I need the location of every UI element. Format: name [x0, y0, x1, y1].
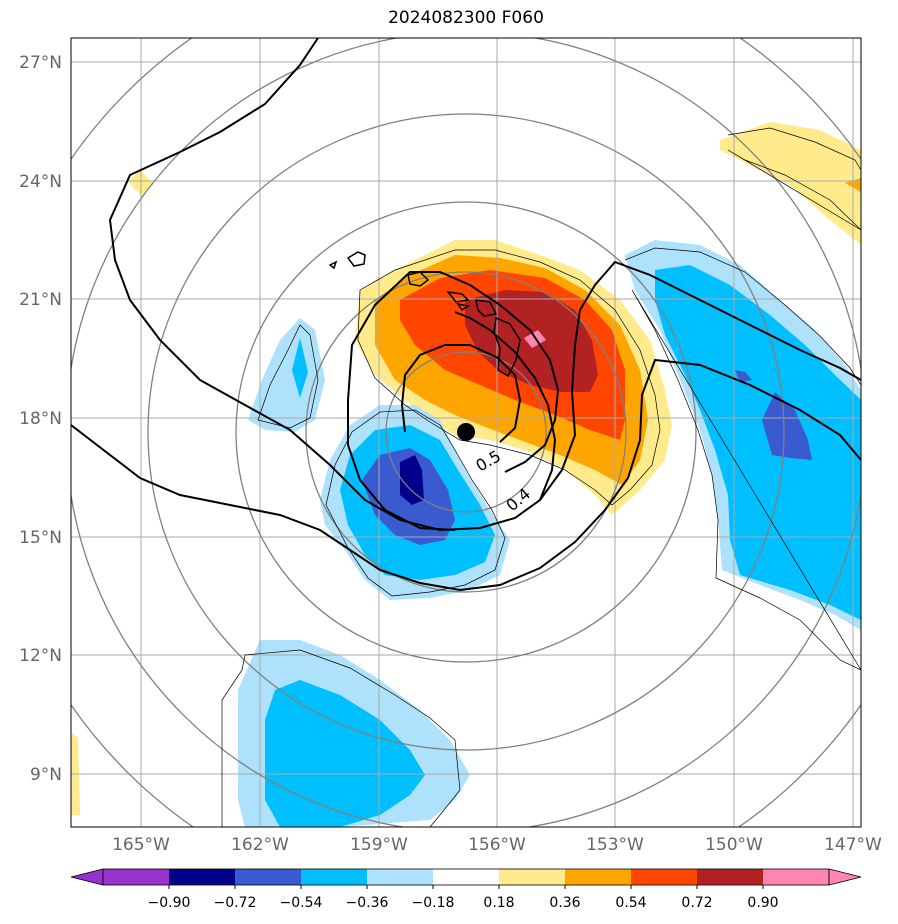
lon-label-153: 153°W — [586, 835, 644, 855]
lat-label-9: 9°N — [30, 765, 62, 785]
lon-label-147: 147°W — [824, 835, 882, 855]
colorbar-cell — [103, 869, 170, 885]
lat-label-18: 18°N — [19, 409, 62, 429]
lat-label-21: 21°N — [19, 290, 62, 310]
colorbar-cell — [301, 869, 368, 885]
negative-shading-sw — [265, 680, 425, 827]
colorbar-extension-low — [70, 868, 104, 886]
colorbar-cell — [631, 869, 698, 885]
colorbar-label: 0.18 — [483, 895, 514, 911]
positive-shading-ne — [720, 122, 861, 245]
colorbar-cell — [499, 869, 566, 885]
colorbar-cell — [235, 869, 302, 885]
colorbar-label: −0.72 — [214, 895, 257, 911]
colorbar-label: 0.54 — [615, 895, 646, 911]
lat-label-15: 15°N — [19, 528, 62, 548]
graticule — [71, 38, 861, 827]
storm-center-marker — [457, 423, 475, 441]
colorbar-label: −0.90 — [148, 895, 191, 911]
negative-shading-west — [292, 338, 308, 398]
lat-label-12: 12°N — [19, 646, 62, 666]
lon-label-156: 156°W — [468, 835, 526, 855]
negative-shading-west-light — [248, 318, 325, 432]
lat-label-24: 24°N — [19, 172, 62, 192]
negative-shading-east-mid — [762, 392, 812, 460]
thin-contours — [221, 127, 861, 827]
longitude-labels: 165°W 162°W 159°W 156°W 153°W 150°W 147°… — [112, 835, 882, 855]
map-title: 2024082300 F060 — [388, 8, 544, 28]
lon-label-162: 162°W — [231, 835, 289, 855]
colorbar-cell — [433, 869, 500, 885]
lon-label-159: 159°W — [350, 835, 408, 855]
map-frame — [70, 37, 862, 828]
latitude-labels: 27°N 24°N 21°N 18°N 15°N 12°N 9°N — [19, 53, 62, 785]
colorbar-label: −0.36 — [346, 895, 389, 911]
colorbar-label: 0.72 — [681, 895, 712, 911]
colorbar-label: −0.18 — [412, 895, 455, 911]
negative-shading-east-spot — [735, 370, 752, 382]
lat-label-27: 27°N — [19, 53, 62, 73]
colorbar-label: 0.36 — [549, 895, 580, 911]
colorbar-label: 0.90 — [747, 895, 778, 911]
lon-label-150: 150°W — [705, 835, 763, 855]
lon-label-165: 165°W — [112, 835, 170, 855]
colorbar: −0.90 −0.72 −0.54 −0.36 −0.18 0.18 0.36 0.54 0.7… — [70, 868, 862, 911]
colorbar-cell — [367, 869, 434, 885]
colorbar-label: −0.54 — [280, 895, 323, 911]
colorbar-cell — [697, 869, 764, 885]
colorbar-extension-high — [828, 868, 862, 886]
colorbar-frame — [102, 868, 830, 886]
colorbar-cell — [169, 869, 236, 885]
negative-shading-center-core — [400, 455, 424, 505]
thick-contours — [71, 38, 861, 592]
colorbar-cell — [565, 869, 632, 885]
coastlines — [328, 251, 521, 378]
colorbar-cell — [763, 869, 830, 885]
